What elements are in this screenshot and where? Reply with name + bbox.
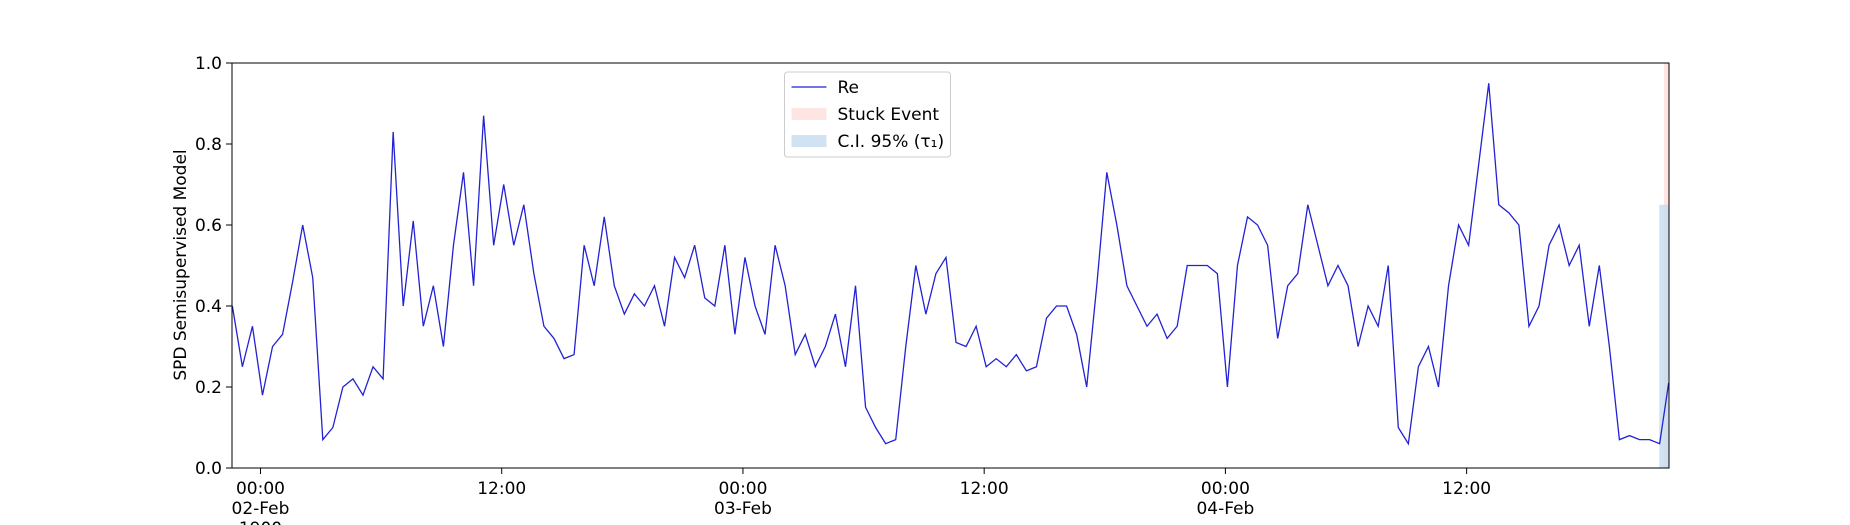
legend-label: Stuck Event (838, 105, 940, 125)
y-tick-label: 0.6 (195, 216, 222, 236)
x-tick-label: 12:00 (1442, 479, 1491, 499)
y-tick-label: 0.2 (195, 378, 222, 398)
x-tick-label: 12:00 (960, 479, 1009, 499)
span (1659, 204, 1669, 468)
y-axis-label: SPD Semisupervised Model (171, 149, 191, 380)
plot-frame (231, 62, 1670, 469)
x-tick-label: 00:00 03-Feb (714, 479, 772, 519)
legend-label: C.I. 95% (τ₁) (838, 132, 945, 152)
legend-patch (791, 135, 827, 147)
y-tick-label: 0.8 (195, 135, 222, 155)
y-tick-label: 1.0 (195, 54, 222, 74)
y-tick-label: 0.4 (195, 297, 222, 317)
series-line (231, 83, 1670, 446)
x-tick-label: 00:00 04-Feb (1196, 479, 1254, 519)
legend-label: Re (838, 78, 860, 98)
legend: Re Stuck Event C.I. 95% (τ₁) (784, 71, 951, 158)
y-tick-label: 0.0 (195, 459, 222, 479)
x-tick-label: 12:00 (477, 479, 526, 499)
legend-patch (791, 108, 827, 120)
